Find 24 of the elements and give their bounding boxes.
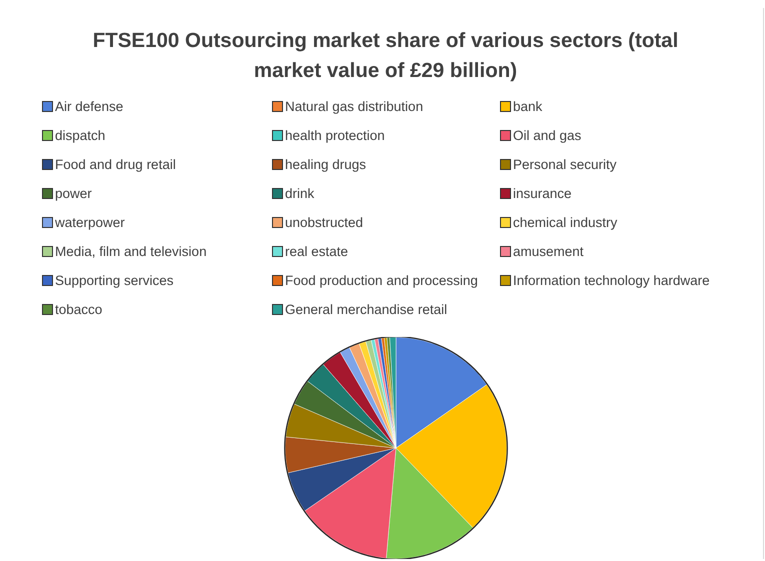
legend-label: Food production and processing bbox=[285, 272, 478, 288]
legend-label: General merchandise retail bbox=[285, 302, 448, 316]
legend-label: Oil and gas bbox=[513, 128, 582, 142]
legend-label: unobstructed bbox=[285, 214, 364, 230]
legend-label: bank bbox=[513, 98, 542, 114]
legend-label: chemical industry bbox=[513, 214, 618, 230]
legend-label: tobacco bbox=[55, 302, 102, 316]
legend-label: drink bbox=[285, 186, 314, 200]
legend-label: insurance bbox=[513, 186, 572, 200]
legend-label: Air defense bbox=[55, 98, 124, 114]
chart-title: FTSE100 Outsourcing market share of various sectors (total market value of £29 billion) bbox=[92, 28, 680, 84]
legend-label: healing drugs bbox=[285, 156, 366, 172]
legend-label: health protection bbox=[285, 128, 385, 142]
legend-label: Media, film and television bbox=[55, 244, 207, 258]
legend-label: Natural gas distribution bbox=[285, 98, 424, 114]
legend-label: power bbox=[55, 186, 92, 200]
legend-label: dispatch bbox=[55, 128, 106, 142]
legend-label: Food and drug retail bbox=[55, 156, 176, 172]
legend-label: Information technology hardware bbox=[513, 272, 710, 288]
legend-label: real estate bbox=[285, 244, 348, 258]
legend-label: Personal security bbox=[513, 156, 617, 172]
legend-label: Supporting services bbox=[55, 272, 174, 288]
legend-label: waterpower bbox=[55, 214, 125, 230]
legend-label: amusement bbox=[513, 244, 584, 258]
